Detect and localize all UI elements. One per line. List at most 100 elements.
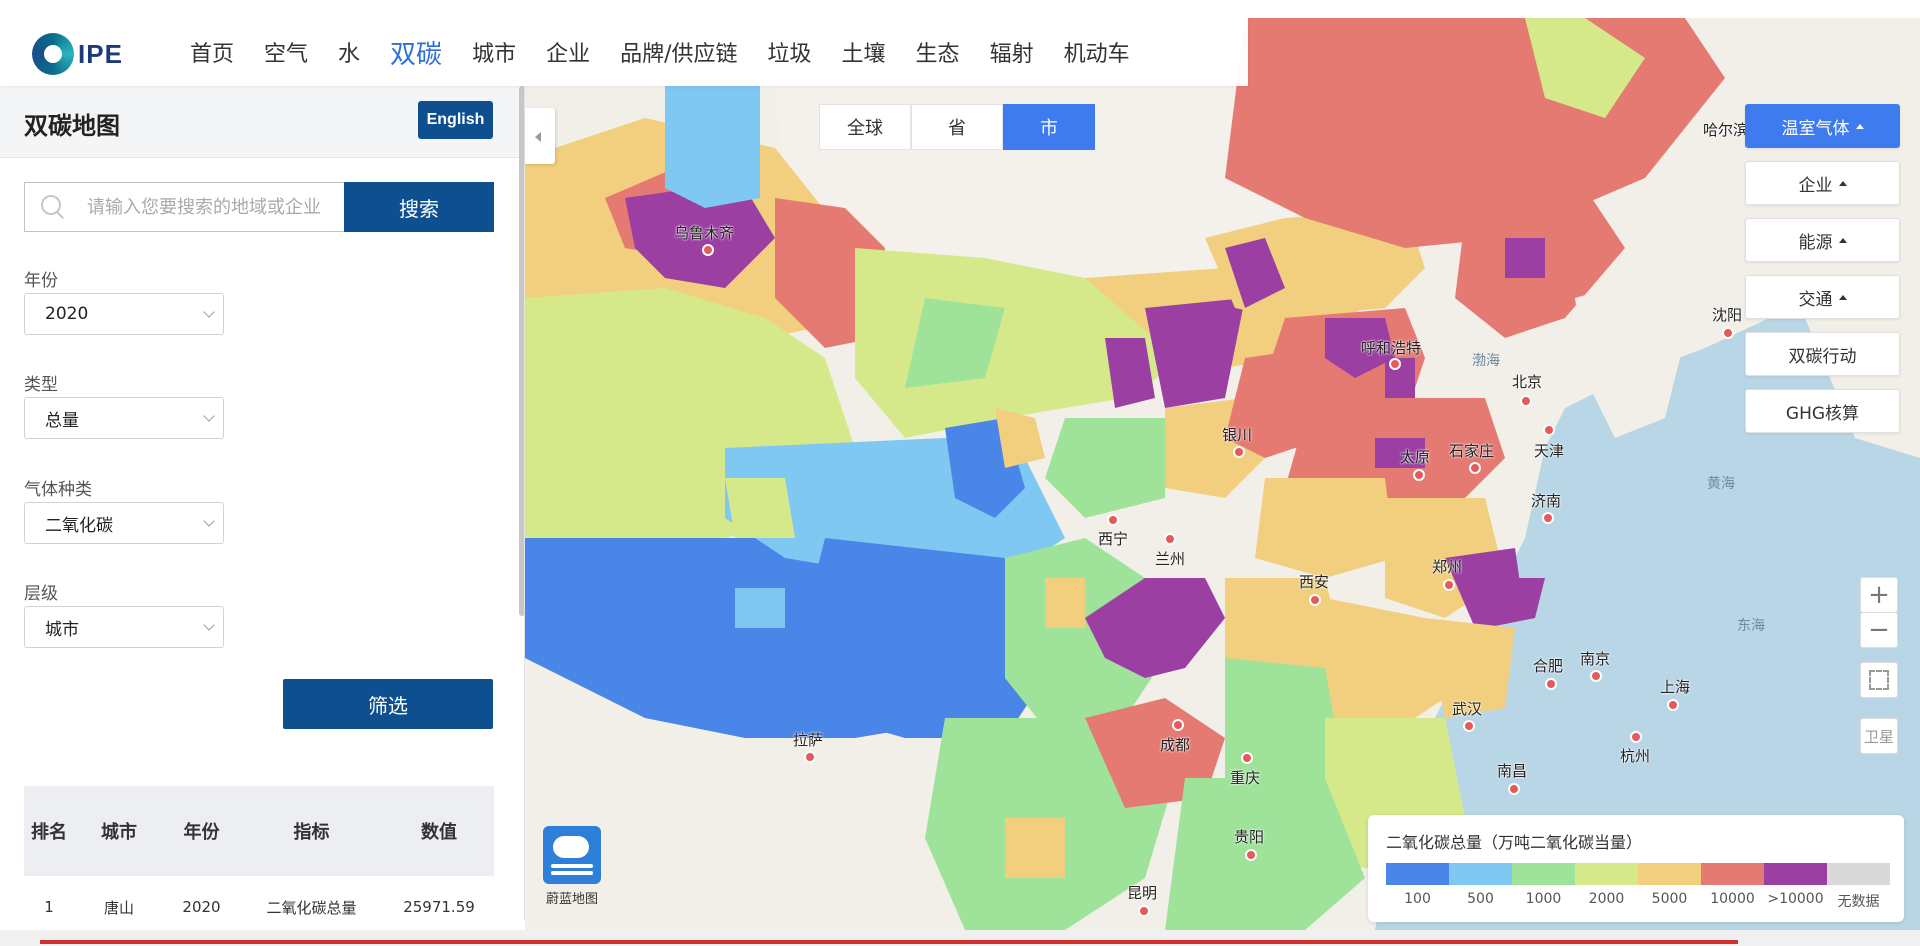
nav-air[interactable]: 空气 bbox=[264, 42, 309, 67]
city-marker-urumqi[interactable] bbox=[702, 244, 714, 256]
sidebar-collapse-button[interactable] bbox=[525, 108, 555, 164]
tab-global[interactable]: 全球 bbox=[819, 104, 911, 150]
city-label-shenyang[interactable]: 沈阳 bbox=[1712, 306, 1743, 324]
layer-enterprise-button[interactable]: 企业 bbox=[1745, 161, 1900, 205]
nav-dual-carbon[interactable]: 双碳 bbox=[390, 39, 443, 70]
city-label-shijiazhuang[interactable]: 石家庄 bbox=[1449, 442, 1495, 460]
nav-ecology[interactable]: 生态 bbox=[915, 42, 960, 67]
city-label-chengdu[interactable]: 成都 bbox=[1160, 736, 1191, 754]
sidebar-scrollbar[interactable] bbox=[519, 86, 524, 616]
city-label-tianjin[interactable]: 天津 bbox=[1534, 442, 1565, 460]
city-marker-yinchuan[interactable] bbox=[1233, 446, 1245, 458]
year-select[interactable]: 2020 bbox=[24, 293, 224, 335]
city-marker-hefei[interactable] bbox=[1545, 678, 1557, 690]
city-label-yinchuan[interactable]: 银川 bbox=[1222, 426, 1253, 444]
city-marker-chongqing[interactable] bbox=[1241, 752, 1253, 764]
city-marker-guiyang[interactable] bbox=[1245, 849, 1257, 861]
city-label-jinan[interactable]: 济南 bbox=[1531, 492, 1562, 510]
city-label-urumqi[interactable]: 乌鲁木齐 bbox=[674, 224, 735, 242]
nav-enterprise[interactable]: 企业 bbox=[546, 42, 591, 67]
region-tibet-east bbox=[795, 538, 1065, 738]
col-header-year[interactable]: 年份 bbox=[183, 822, 220, 843]
city-marker-nanchang[interactable] bbox=[1508, 783, 1520, 795]
city-marker-shijiazhuang[interactable] bbox=[1469, 462, 1481, 474]
nav-vehicles[interactable]: 机动车 bbox=[1063, 42, 1130, 67]
search-box[interactable] bbox=[24, 182, 344, 232]
nav-city[interactable]: 城市 bbox=[472, 42, 517, 67]
city-marker-shenyang[interactable] bbox=[1722, 327, 1734, 339]
city-marker-lhasa[interactable] bbox=[804, 751, 816, 763]
tab-city[interactable]: 市 bbox=[1003, 104, 1095, 150]
ipe-logo[interactable]: IPE bbox=[32, 32, 137, 76]
nav-home[interactable]: 首页 bbox=[190, 42, 235, 67]
city-marker-nanjing[interactable] bbox=[1590, 670, 1602, 682]
city-label-chongqing[interactable]: 重庆 bbox=[1230, 769, 1261, 787]
legend-swatch bbox=[1512, 863, 1575, 885]
cell-indicator: 二氧化碳总量 bbox=[266, 898, 357, 917]
layer-greenhouse-gas-button[interactable]: 温室气体 bbox=[1745, 104, 1900, 148]
choropleth-map[interactable]: 渤海 黄海 东海 哈尔滨 bbox=[525, 18, 1920, 930]
legend-swatch bbox=[1701, 863, 1764, 885]
city-marker-chengdu[interactable] bbox=[1172, 719, 1184, 731]
nav-soil[interactable]: 土壤 bbox=[841, 42, 886, 67]
city-label-nanjing[interactable]: 南京 bbox=[1580, 650, 1611, 668]
city-marker-xian[interactable] bbox=[1309, 594, 1321, 606]
city-marker-xining[interactable] bbox=[1107, 514, 1119, 526]
type-select[interactable]: 总量 bbox=[24, 397, 224, 439]
city-marker-zhengzhou[interactable] bbox=[1443, 579, 1455, 591]
city-label-lhasa[interactable]: 拉萨 bbox=[793, 731, 824, 749]
city-label-xian[interactable]: 西安 bbox=[1299, 573, 1330, 591]
layer-energy-button[interactable]: 能源 bbox=[1745, 218, 1900, 262]
city-label-hefei[interactable]: 合肥 bbox=[1533, 657, 1564, 675]
zoom-out-button[interactable]: − bbox=[1860, 612, 1898, 648]
city-label-wuhan[interactable]: 武汉 bbox=[1452, 700, 1483, 718]
satellite-toggle-button[interactable]: 卫星 bbox=[1860, 718, 1898, 754]
table-row[interactable]: 1 唐山 2020 二氧化碳总量 25971.59 bbox=[24, 876, 494, 920]
level-select[interactable]: 城市 bbox=[24, 606, 224, 648]
layer-transport-button[interactable]: 交通 bbox=[1745, 275, 1900, 319]
search-input[interactable] bbox=[87, 196, 337, 218]
city-label-hohhot[interactable]: 呼和浩特 bbox=[1361, 339, 1422, 357]
city-label-hangzhou[interactable]: 杭州 bbox=[1620, 747, 1651, 765]
city-marker-hohhot[interactable] bbox=[1389, 358, 1401, 370]
city-marker-lanzhou[interactable] bbox=[1164, 533, 1176, 545]
fullscreen-button[interactable] bbox=[1860, 662, 1898, 698]
city-marker-beijing[interactable] bbox=[1520, 395, 1532, 407]
nav-water[interactable]: 水 bbox=[338, 42, 361, 67]
nav-brand-supply-chain[interactable]: 品牌/供应链 bbox=[620, 42, 738, 67]
city-label-beijing[interactable]: 北京 bbox=[1512, 373, 1543, 391]
gas-type-select[interactable]: 二氧化碳 bbox=[24, 502, 224, 544]
city-label-nanchang[interactable]: 南昌 bbox=[1497, 762, 1528, 780]
city-marker-wuhan[interactable] bbox=[1463, 720, 1475, 732]
nav-radiation[interactable]: 辐射 bbox=[989, 42, 1034, 67]
city-label-shanghai[interactable]: 上海 bbox=[1660, 678, 1691, 696]
blue-map-brand[interactable]: 蔚蓝地图 bbox=[540, 826, 604, 907]
search-button[interactable]: 搜索 bbox=[344, 182, 494, 232]
city-label-lanzhou[interactable]: 兰州 bbox=[1155, 550, 1186, 568]
col-header-rank[interactable]: 排名 bbox=[31, 822, 67, 843]
city-marker-jinan[interactable] bbox=[1542, 512, 1554, 524]
english-button[interactable]: English bbox=[418, 101, 493, 139]
tab-province[interactable]: 省 bbox=[911, 104, 1003, 150]
ipe-logo-icon bbox=[32, 33, 74, 75]
filter-button[interactable]: 筛选 bbox=[283, 679, 493, 729]
city-marker-kunming[interactable] bbox=[1138, 905, 1150, 917]
city-marker-taiyuan[interactable] bbox=[1413, 469, 1425, 481]
city-label-guiyang[interactable]: 贵阳 bbox=[1234, 828, 1265, 846]
city-label-zhengzhou[interactable]: 郑州 bbox=[1432, 558, 1463, 576]
dual-carbon-action-button[interactable]: 双碳行动 bbox=[1745, 332, 1900, 376]
city-marker-shanghai[interactable] bbox=[1667, 699, 1679, 711]
city-label-xining[interactable]: 西宁 bbox=[1098, 530, 1129, 548]
city-label-harbin: 哈尔滨 bbox=[1703, 121, 1749, 139]
city-marker-tianjin[interactable] bbox=[1543, 424, 1555, 436]
zoom-in-button[interactable]: + bbox=[1860, 577, 1898, 613]
col-header-indicator[interactable]: 指标 bbox=[293, 822, 330, 843]
ghg-accounting-button[interactable]: GHG核算 bbox=[1745, 389, 1900, 433]
col-header-value[interactable]: 数值 bbox=[421, 822, 457, 843]
nav-waste[interactable]: 垃圾 bbox=[767, 42, 812, 67]
city-marker-hangzhou[interactable] bbox=[1630, 731, 1642, 743]
col-header-city[interactable]: 城市 bbox=[101, 822, 137, 843]
city-label-taiyuan[interactable]: 太原 bbox=[1400, 448, 1431, 466]
city-label-kunming[interactable]: 昆明 bbox=[1127, 884, 1158, 902]
